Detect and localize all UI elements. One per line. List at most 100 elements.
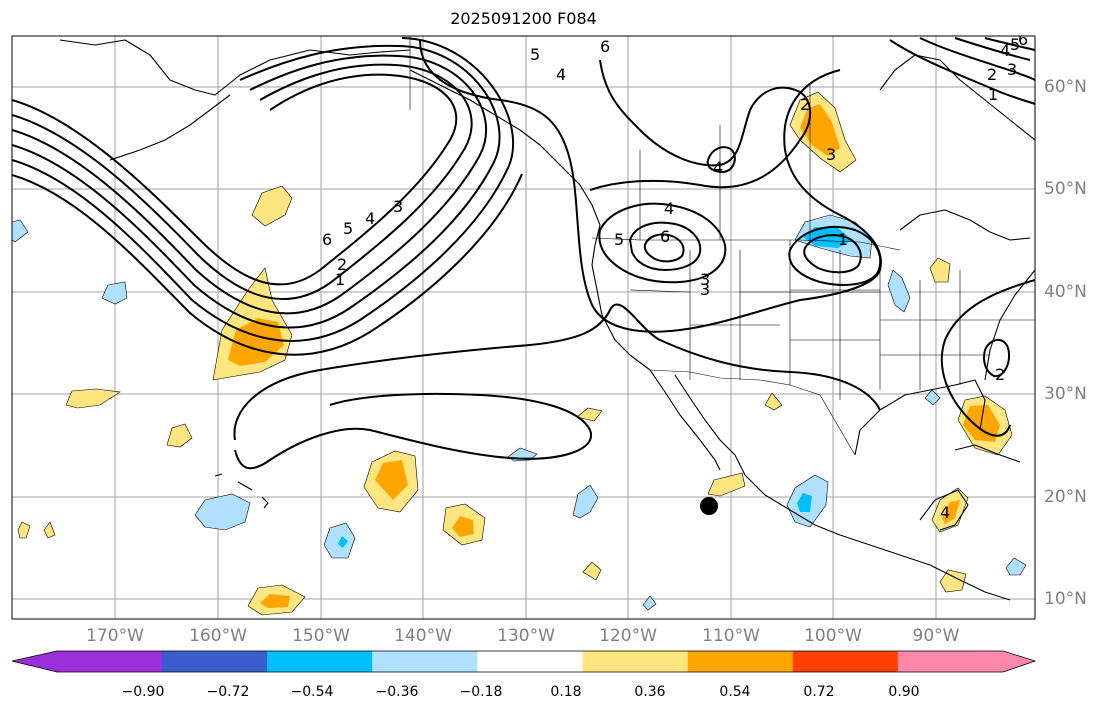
- contour-label-3d: 3: [700, 280, 710, 299]
- coast-gulf-california: [674, 374, 736, 456]
- patch-blue-south-1: [338, 536, 348, 548]
- contour-label-5b: 5: [1010, 35, 1020, 54]
- patch-yellow-baja: [707, 472, 746, 497]
- contour-label-3b: 3: [1007, 60, 1017, 79]
- coast-yucatan: [919, 489, 969, 531]
- contour-northeast-2: [919, 37, 1035, 81]
- coast-bc: [591, 204, 601, 266]
- coast-baja-west: [649, 369, 721, 471]
- patch-blue-plains: [803, 227, 852, 248]
- coast-mexico-west: [734, 454, 841, 536]
- contour-label-6a: 6: [322, 230, 332, 249]
- map-frame: [11, 35, 1036, 620]
- contour-ridge-5: [12, 37, 514, 342]
- patch-orange-yucatan: [942, 500, 960, 524]
- contour-ridge-2: [12, 63, 473, 300]
- patch-yellow-great-lakes: [929, 257, 951, 283]
- contour-label-4a: 4: [365, 209, 375, 228]
- contour-plains-low: [788, 225, 882, 286]
- contour-low-innermost: [643, 233, 685, 263]
- contour-label-2a: 2: [337, 255, 347, 274]
- patch-lightblue-midwest: [887, 269, 911, 313]
- colorbar-tick-5: −0.18: [459, 684, 503, 700]
- contour-label-3a: 3: [393, 197, 403, 216]
- lon-label-170w: 170°W: [86, 626, 144, 646]
- contour-northeast-1: [889, 39, 1035, 105]
- contour-label-2b: 2: [987, 65, 997, 84]
- border-us-mexico: [649, 369, 856, 456]
- coast-west-us: [591, 264, 651, 371]
- coast-cuba: [954, 444, 1021, 463]
- lat-label-50n: 50°N: [1044, 179, 1087, 199]
- contour-label-2e: 2: [995, 365, 1005, 384]
- colorbar-tick-9: 0.72: [803, 684, 835, 700]
- patch-lightblue-hawaii: [194, 493, 251, 531]
- colorbar-tick-4: −0.36: [375, 684, 419, 700]
- patch-orange-east-pacific-2: [452, 516, 474, 537]
- colorbar-tick-10: 0.90: [888, 684, 920, 700]
- plot-title: 2025091200 F084: [450, 9, 597, 28]
- patch-yellow-tiny-2: [43, 521, 56, 539]
- patch-orange-east-pacific-1: [375, 460, 408, 500]
- lon-label-110w: 110°W: [702, 626, 760, 646]
- coast-gulf-mexico: [854, 379, 986, 456]
- contour-ridge-1: [12, 73, 458, 286]
- contour-label-5a: 5: [343, 219, 353, 238]
- border-states-central: [789, 240, 881, 400]
- lat-label-10n: 10°N: [1044, 589, 1087, 609]
- coast-east-us: [984, 269, 1035, 381]
- patch-yellow-tiny-1: [17, 521, 31, 539]
- patch-blue-mexico: [797, 493, 812, 512]
- contour-label-4c: 4: [556, 65, 566, 84]
- coast-great-lakes: [899, 209, 1031, 241]
- patch-lightblue-south-2: [572, 484, 599, 519]
- lon-label-120w: 120°W: [599, 626, 657, 646]
- colorbar-tick-2: −0.72: [206, 684, 250, 700]
- contour-northeast-3: [954, 37, 1031, 61]
- contour-label-2f: 2: [800, 95, 810, 114]
- lat-label-40n: 40°N: [1044, 282, 1087, 302]
- patch-yellow-small-1: [576, 407, 603, 422]
- contour-low-center: [598, 202, 727, 284]
- border-states-east: [880, 270, 1035, 390]
- coast-alaska-peninsula: [109, 94, 231, 161]
- gridlines: [12, 36, 1035, 619]
- contour-east-small: [983, 339, 1010, 378]
- colorbar-tick-8: 0.54: [719, 684, 751, 700]
- political-borders: [409, 36, 1035, 456]
- contour-lines: [12, 37, 1035, 470]
- contour-label-3e: 3: [700, 270, 710, 289]
- contour-label-1b: 1: [988, 85, 998, 104]
- contour-east: [940, 279, 1035, 437]
- contour-label-6b: 6: [1018, 30, 1028, 49]
- island-hawaii-3: [261, 496, 269, 509]
- island-hawaii-1: [214, 473, 223, 477]
- lat-label-60n: 60°N: [1044, 77, 1087, 97]
- colorbar-tick-3: −0.54: [290, 684, 334, 700]
- patch-yellow-small-2: [582, 561, 602, 581]
- contour-low-inner: [629, 221, 702, 271]
- patch-yellow-west-1: [65, 388, 121, 409]
- coast-panhandle: [409, 69, 593, 206]
- contour-ridge-3: [12, 54, 487, 315]
- colorbar-tick-1: −0.90: [121, 684, 165, 700]
- contour-ridge-6: [12, 173, 523, 356]
- patch-yellow-small-3: [764, 392, 783, 411]
- patch-lightblue-south-1: [323, 522, 356, 559]
- contour-subtropical: [233, 303, 881, 441]
- contour-trough-outer: [419, 39, 882, 333]
- patch-lightblue-carib: [1005, 557, 1027, 576]
- lon-label-160w: 160°W: [189, 626, 247, 646]
- filled-anomalies: [12, 91, 1027, 616]
- location-marker: [700, 497, 718, 515]
- contour-label-4f: 4: [940, 503, 950, 522]
- contour-label-1a: 1: [335, 270, 345, 289]
- contour-trough-2: [589, 59, 812, 191]
- contour-canada-small: [706, 146, 736, 173]
- patch-lightblue-west-1: [101, 281, 128, 305]
- contour-label-6c: 6: [600, 37, 610, 56]
- coast-central-america: [839, 534, 1011, 601]
- contour-label-5c: 5: [530, 45, 540, 64]
- patch-lightblue-florida: [924, 389, 941, 406]
